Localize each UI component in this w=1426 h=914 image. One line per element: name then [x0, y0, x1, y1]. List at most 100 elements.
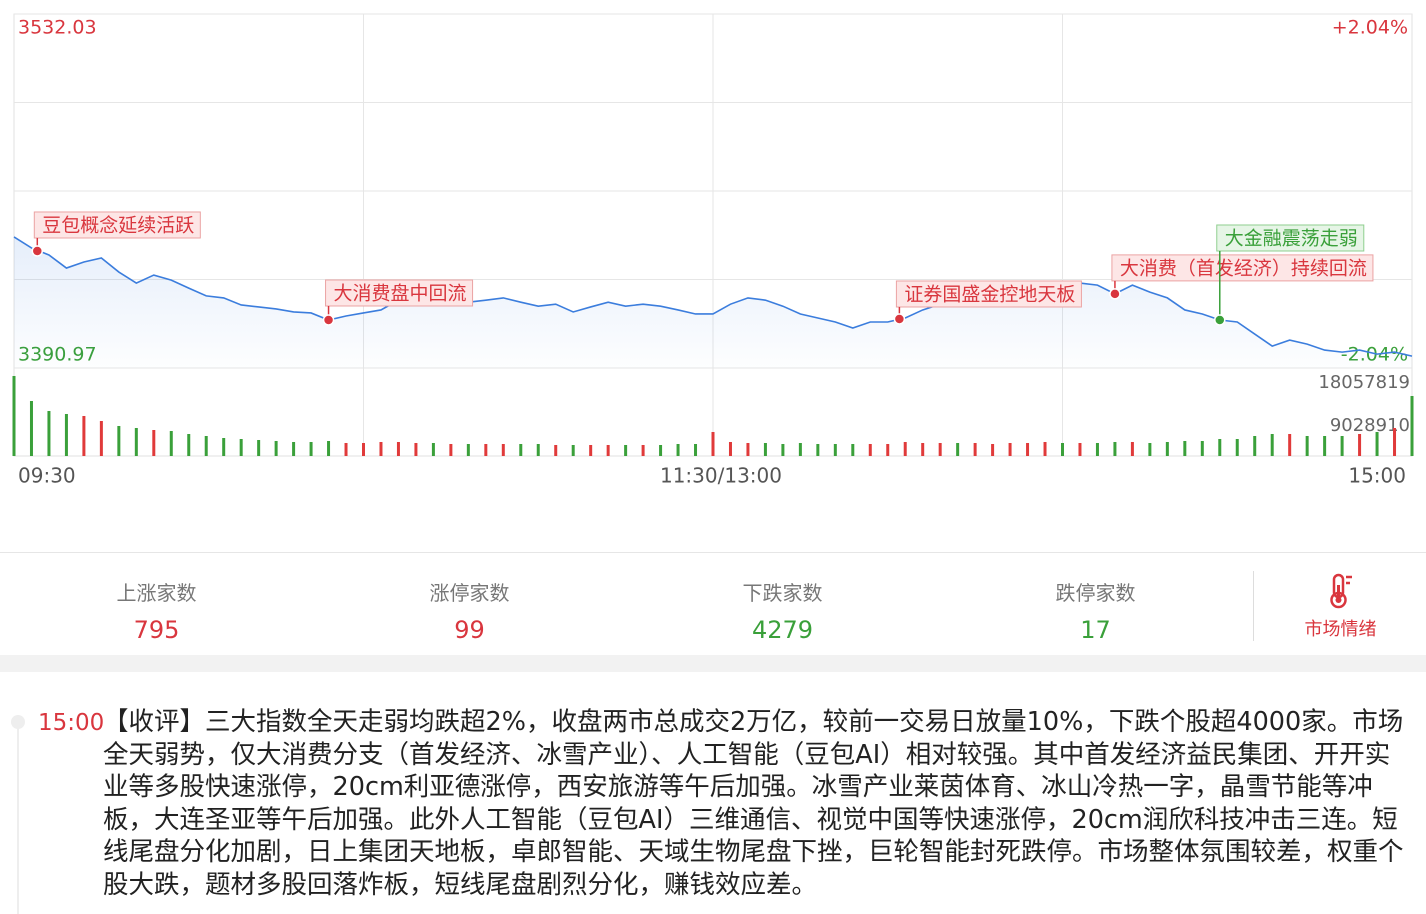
volume-bar	[309, 441, 313, 456]
annotation-point	[31, 245, 44, 257]
volume-bar	[659, 444, 663, 456]
volume-bar	[536, 443, 540, 456]
volume-bar	[1270, 433, 1274, 456]
stat: 下跌家数 4279	[626, 553, 939, 656]
volume-bar	[327, 440, 331, 456]
volume-bar	[694, 443, 698, 456]
stat-value: 99	[454, 616, 485, 644]
annotation-box	[895, 280, 1082, 308]
stat-label: 下跌家数	[742, 581, 823, 605]
volume-tick-label: 18057819	[1318, 372, 1410, 393]
volume-bar	[344, 442, 348, 456]
volume-bar	[676, 443, 680, 456]
volume-bar	[274, 440, 278, 456]
volume-bar	[1130, 441, 1134, 456]
annotation-label: 大消费（首发经济）持续回流	[1120, 257, 1367, 279]
volume-bar	[781, 443, 785, 456]
volume-bar	[431, 442, 435, 456]
volume-bar	[816, 443, 820, 456]
volume-bar	[956, 442, 960, 456]
news-time: 15:00	[38, 710, 105, 736]
annotation: 豆包概念延续活跃	[31, 211, 201, 257]
volume-bar	[798, 442, 802, 456]
volume-bar	[292, 441, 296, 456]
volume-bar	[624, 444, 628, 456]
volume-bar	[152, 429, 156, 456]
volume-bar	[117, 425, 121, 456]
volume-bar	[903, 441, 907, 456]
volume-bar	[1323, 435, 1327, 456]
sentiment-button[interactable]: 市场情绪	[1253, 571, 1426, 641]
annotation: 大消费盘中回流	[322, 279, 474, 326]
volume-bar	[746, 442, 750, 456]
volume-bar	[1253, 435, 1257, 456]
annotation: 大消费（首发经济）持续回流	[1109, 254, 1374, 300]
annotation-point	[893, 313, 906, 325]
volume-bar	[1235, 438, 1239, 456]
stat-value: 795	[133, 616, 180, 644]
volume-bar	[868, 443, 872, 456]
volume-bar	[501, 443, 505, 456]
volume-bar	[134, 427, 138, 456]
stat-label: 上涨家数	[116, 581, 197, 605]
volume-bar	[991, 443, 995, 456]
volume-bar	[1165, 441, 1169, 456]
volume-bar	[1393, 427, 1397, 456]
x-tick-label: 15:00	[1348, 464, 1406, 488]
volume-bar	[257, 439, 261, 456]
volume-bar	[1183, 440, 1187, 456]
annotation-box	[325, 279, 474, 307]
volume-bar	[728, 441, 732, 456]
volume-bar	[1305, 435, 1309, 456]
volume-bar	[29, 400, 33, 456]
volume-bar	[1061, 442, 1064, 456]
volume-bar	[1288, 433, 1292, 456]
volume-bar	[1078, 442, 1082, 456]
volume-bar	[396, 441, 400, 456]
volume-bar	[99, 420, 103, 456]
stat-label: 涨停家数	[429, 581, 510, 605]
annotation: 证券国盛金控地天板	[893, 280, 1082, 325]
volume-bar	[187, 433, 191, 456]
price-area	[14, 236, 1412, 368]
volume-bar	[571, 444, 575, 456]
annotation-point	[1109, 288, 1121, 300]
timeline	[11, 715, 25, 914]
volume-bar	[362, 442, 365, 456]
volume-bar	[1410, 395, 1414, 456]
x-tick-label: 09:30	[18, 464, 76, 488]
volume-bar	[1113, 441, 1117, 456]
thermometer-icon	[1329, 573, 1352, 609]
sentiment-label: 市场情绪	[1304, 619, 1377, 640]
annotation-label: 大消费盘中回流	[334, 282, 467, 304]
volume-bar	[47, 410, 51, 456]
volume-bar	[938, 442, 942, 456]
annotation-label: 豆包概念延续活跃	[42, 213, 194, 236]
annotation-box	[33, 211, 201, 239]
y2-tick-label: +2.04%	[1332, 17, 1408, 39]
volume-bar	[1375, 431, 1379, 456]
annotation-label: 大金融震荡走弱	[1225, 227, 1358, 249]
volume-bar	[239, 438, 243, 456]
volume-bar	[204, 435, 208, 456]
stat: 涨停家数 99	[313, 553, 626, 656]
annotation: 大金融震荡走弱	[1214, 224, 1365, 326]
volume-bar	[606, 444, 610, 456]
volume-bar	[449, 443, 453, 456]
volume-bar	[222, 437, 226, 456]
volume-bar	[484, 443, 488, 456]
volume-bar	[12, 375, 16, 456]
x-tick-label: 11:30/13:00	[660, 464, 782, 488]
volume-bar	[1148, 442, 1152, 456]
volume-bar	[1043, 441, 1047, 456]
volume-bar	[1358, 433, 1362, 456]
volume-bar	[1008, 442, 1012, 456]
volume-bar	[711, 431, 715, 456]
volume-bar	[64, 413, 68, 456]
separator	[0, 655, 1426, 672]
volume-bar	[554, 444, 558, 456]
volume-bar	[1026, 442, 1030, 456]
annotation-box	[1111, 254, 1374, 282]
stat-value: 4279	[751, 616, 814, 644]
